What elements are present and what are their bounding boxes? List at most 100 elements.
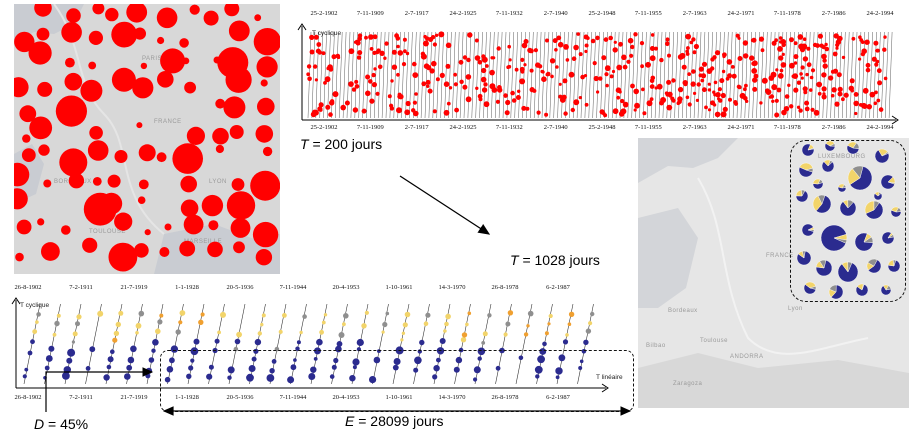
pie-chart [881, 231, 895, 245]
top-chart-point [446, 101, 451, 106]
pie-slice [868, 259, 882, 274]
top-chart-point [824, 42, 828, 47]
top-chart-point [549, 58, 556, 64]
top-chart-point [851, 36, 856, 41]
bottom-chart-bottom-tick-label: 1-1-1928 [175, 394, 199, 401]
right-map-label-andorra: ANDORRA [730, 354, 764, 360]
top-chart-point [804, 100, 810, 106]
top-chart-stem [350, 31, 355, 119]
top-chart-point [781, 109, 787, 116]
pie-slice [839, 201, 857, 217]
bottom-chart-point [356, 338, 364, 347]
bottom-chart-point [319, 329, 324, 335]
top-chart-point [541, 76, 547, 82]
top-chart-point [465, 96, 472, 103]
top-chart-point [830, 93, 835, 98]
top-chart-point [777, 46, 783, 52]
bottom-chart-point [364, 310, 369, 315]
top-chart-stem [506, 31, 511, 119]
pie-slice [819, 259, 827, 269]
bottom-chart-point [555, 375, 560, 380]
top-chart-point [529, 87, 535, 93]
bottom-chart-point [135, 322, 142, 329]
red-circle [137, 196, 146, 204]
red-circle [252, 221, 279, 248]
bottom-chart-point [166, 366, 174, 373]
pie-chart [880, 174, 896, 190]
bottom-chart-point [544, 331, 549, 336]
top-chart-point [771, 40, 777, 46]
pie-slice [829, 284, 837, 293]
right-map-label-bilbao: Bilbao [646, 343, 666, 349]
bottom-chart-point [103, 374, 110, 381]
top-chart-point [634, 102, 640, 109]
red-circle [61, 22, 82, 43]
top-chart-point [765, 89, 772, 95]
top-chart-point [523, 63, 527, 67]
top-chart-point [642, 111, 647, 116]
pie-chart [887, 259, 901, 273]
bottom-chart-point [323, 313, 328, 317]
top-chart-bottom-tick-label: 25-2-1902 [310, 124, 338, 131]
top-chart-point [368, 34, 374, 40]
bottom-chart-point [548, 313, 553, 319]
pie-slice [807, 147, 815, 151]
top-chart-point [799, 72, 803, 76]
bottom-chart-point [188, 365, 194, 371]
top-chart-point [485, 64, 489, 68]
top-chart-point [630, 83, 635, 89]
top-chart-point [777, 73, 784, 79]
top-chart-stem [342, 31, 347, 119]
red-circle [229, 125, 244, 139]
top-chart-point [396, 72, 400, 77]
bottom-chart-point [254, 338, 262, 346]
bottom-chart-point [246, 373, 254, 382]
top-chart-point [510, 90, 515, 96]
caption-t-1028: T = 1028 jours [510, 252, 600, 268]
top-chart-point [405, 100, 411, 107]
top-chart-point [592, 61, 597, 66]
red-circle [136, 122, 143, 129]
bottom-chart-point [48, 345, 55, 352]
bottom-chart-point [425, 312, 431, 318]
top-chart-stem [600, 31, 604, 119]
pie-slice [881, 151, 889, 157]
top-chart-point [618, 90, 622, 94]
top-chart-point [865, 67, 871, 73]
bottom-chart-point [56, 313, 61, 318]
pie-slice [874, 149, 890, 164]
red-circle [230, 218, 251, 238]
top-chart-point [616, 64, 623, 71]
top-chart-point [474, 55, 481, 61]
bottom-chart-point [436, 357, 441, 363]
bottom-chart-point [585, 328, 592, 334]
top-chart-point [817, 33, 824, 39]
top-chart-point [689, 40, 694, 45]
red-circle [226, 191, 256, 220]
top-chart-plot [297, 23, 899, 125]
bottom-chart-point [453, 366, 460, 373]
top-chart-point [536, 110, 541, 115]
bottom-chart-point [214, 338, 220, 344]
bottom-chart-point [175, 329, 181, 335]
top-chart-point [793, 54, 799, 60]
red-circle [140, 62, 148, 70]
top-chart-point [432, 42, 437, 47]
pie-chart [855, 283, 869, 297]
caption-t-1028-text: = 1028 jours [518, 252, 600, 268]
bottom-chart-point [200, 312, 205, 317]
top-chart-point [365, 90, 371, 97]
top-chart-point [822, 63, 828, 69]
red-circle [180, 175, 197, 193]
top-chart-point [849, 78, 855, 84]
top-chart-point [495, 99, 500, 104]
top-chart-point [717, 87, 722, 92]
pie-chart [828, 284, 844, 300]
top-chart-point [713, 80, 718, 85]
top-chart-point [384, 41, 389, 46]
top-chart-point [309, 34, 315, 40]
top-chart-point [821, 53, 827, 60]
bottom-chart-cycle-line [105, 303, 123, 385]
top-chart-point [354, 84, 360, 89]
top-chart-point [810, 68, 816, 73]
